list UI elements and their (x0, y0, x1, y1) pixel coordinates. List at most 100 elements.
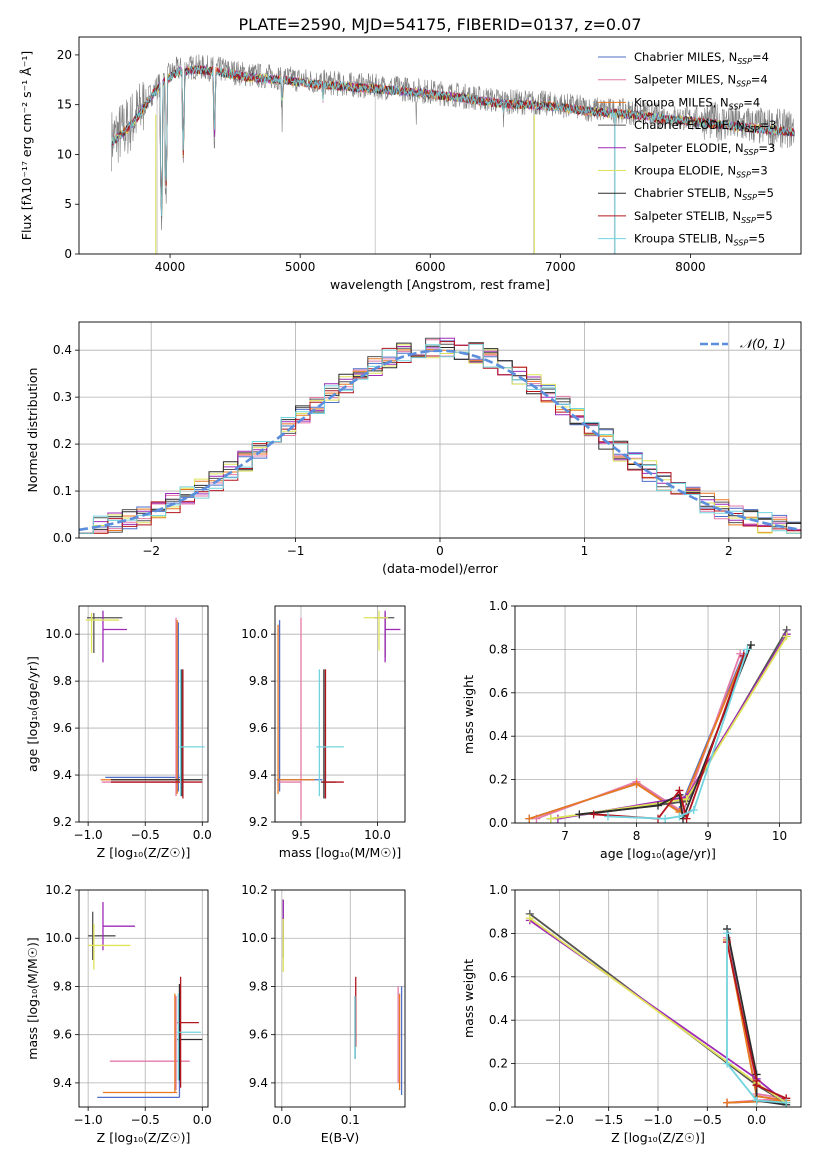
weight-point-marker (603, 812, 612, 821)
y-tick-label: 0.2 (489, 1057, 508, 1071)
axes-frame (514, 605, 802, 824)
errorbar-point (320, 669, 337, 799)
age-vs-metallicity-panel: −1.0 −0.5 0.0 9.2 9.4 9.6 9.8 10.0 Z [log₁₀(Z/Z☉… (25, 605, 212, 860)
errorbar-point (105, 622, 181, 792)
normal-reference-curve (79, 349, 801, 532)
axes-frame (78, 321, 802, 539)
y-tick-label: 9.2 (249, 815, 268, 829)
x-axis-label: Z [log₁₀(Z/Z☉)] (97, 1130, 191, 1145)
y-tick-label: 10.0 (241, 627, 268, 641)
y-tick-label: 0.6 (489, 970, 508, 984)
age-vs-mass-panel: 9.5 10.0 9.2 9.4 9.6 9.8 10.0 mass [log₁₀(M/M☉)… (241, 605, 406, 860)
legend-label: Salpeter MILES, NSSP=4 (634, 73, 768, 89)
errorbar-point (276, 620, 323, 792)
axes-frame (514, 889, 802, 1108)
errorbars-group (88, 902, 203, 1099)
x-tick-label: 5000 (285, 260, 316, 274)
x-axis-label: mass [log₁₀(M/M☉)] (279, 845, 401, 860)
x-axis-label: wavelength [Angstrom, rest frame] (330, 277, 550, 292)
x-axis-label: age [log₁₀(age/yr)] (600, 846, 716, 861)
mass-vs-metallicity-panel: −1.0 −0.5 0.0 9.4 9.6 9.8 10.0 10.2 Z [log₁₀(Z/Z… (25, 883, 212, 1145)
y-tick-label: 0.0 (53, 531, 72, 545)
errorbar-point (86, 613, 123, 653)
y-tick-label: 0.8 (489, 926, 508, 940)
y-tick-label: 9.4 (249, 1076, 268, 1090)
weight-point-marker (632, 779, 641, 788)
x-tick-label: 9 (704, 829, 712, 843)
errorbar-point (110, 669, 203, 797)
x-axis-label: E(B-V) (321, 1130, 360, 1145)
y-tick-label: 0.8 (489, 642, 508, 656)
weight-point-marker (752, 1081, 761, 1090)
y-tick-label: 15 (57, 98, 72, 112)
x-tick-label: 0.0 (747, 1113, 766, 1127)
x-tick-label: 8000 (675, 260, 706, 274)
y-tick-label: 9.4 (249, 768, 268, 782)
weight-point-marker (743, 645, 752, 654)
weight-point-marker (575, 810, 584, 819)
y-axis-label: mass weight (461, 675, 476, 754)
x-tick-label: −1.0 (74, 1113, 103, 1127)
x-axis-label: Z [log₁₀(Z/Z☉)] (611, 1130, 705, 1145)
y-tick-label: 0.4 (489, 1013, 508, 1027)
figure-title: PLATE=2590, MJD=54175, FIBERID=0137, z=0… (238, 15, 641, 34)
weight-point-marker (782, 1098, 791, 1107)
y-tick-label: 9.8 (249, 979, 268, 993)
errorbars-group (282, 899, 403, 1095)
weight-series-line (726, 933, 787, 1104)
y-tick-label: 0.1 (53, 484, 72, 498)
axes-frame (274, 605, 406, 823)
x-tick-label: −0.5 (131, 828, 160, 842)
y-tick-label: 9.6 (53, 1028, 72, 1042)
weight-series-line (550, 629, 788, 820)
legend-label: Salpeter STELIB, NSSP=5 (634, 209, 773, 225)
x-tick-label: 7000 (545, 260, 576, 274)
errorbar-point (384, 610, 401, 663)
y-tick-label: 9.4 (53, 768, 72, 782)
errorbars-group (276, 610, 401, 820)
errorbar-point (110, 669, 203, 799)
y-tick-label: 9.6 (249, 721, 268, 735)
y-tick-label: 10.0 (241, 931, 268, 945)
x-tick-label: 6000 (415, 260, 446, 274)
spectrum-panel: 4000 5000 6000 7000 8000 0 5 10 15 20 wavelength [… (19, 36, 802, 292)
model-spectrum-line (111, 65, 795, 212)
y-axis-label: Flux [fλ10⁻¹⁷ erg cm⁻² s⁻¹ Å⁻¹] (19, 51, 34, 240)
y-tick-label: 5 (64, 197, 72, 211)
errorbar-point (278, 617, 302, 820)
errorbars-group (85, 610, 205, 799)
x-tick-label: 9.5 (291, 828, 310, 842)
weight-point-marker (723, 1098, 732, 1107)
legend-label: 𝒩(0, 1) (740, 336, 786, 351)
mass-vs-extinction-panel: 0.0 0.1 9.4 9.6 9.8 10.0 10.2 E(B-V) (241, 883, 406, 1145)
weight-series-line (557, 633, 788, 820)
errorbar-point (322, 669, 344, 799)
axes-frame (78, 36, 802, 255)
x-tick-label: 0.0 (272, 1113, 291, 1127)
legend-label: Chabrier STELIB, NSSP=5 (634, 186, 774, 202)
weights-group (525, 625, 791, 823)
spectra-group (111, 54, 795, 254)
weight-point-marker (682, 795, 691, 804)
errorbar-point (277, 624, 315, 794)
x-tick-label: 0.0 (193, 1113, 212, 1127)
y-tick-label: 0.2 (53, 437, 72, 451)
y-tick-label: 10.0 (45, 627, 72, 641)
x-tick-label: −1.0 (74, 828, 103, 842)
axes-frame (78, 889, 209, 1108)
weight-point-marker (525, 814, 534, 823)
weight-point-marker (723, 929, 732, 938)
weight-point-marker (675, 786, 684, 795)
legend-label: Kroupa ELODIE, NSSP=3 (634, 164, 768, 180)
y-axis-label: Normed distribution (25, 368, 40, 493)
errorbar-point (85, 613, 119, 653)
weights-group (525, 909, 791, 1107)
x-axis-label: (data-model)/error (382, 561, 499, 576)
weight-series-line (550, 635, 788, 820)
x-tick-label: 7 (561, 829, 569, 843)
weight-point-marker (546, 814, 555, 823)
y-axis-label: age [log₁₀(age/yr)] (25, 656, 40, 772)
x-tick-label: 10 (772, 829, 787, 843)
y-tick-label: 0.0 (489, 1100, 508, 1114)
